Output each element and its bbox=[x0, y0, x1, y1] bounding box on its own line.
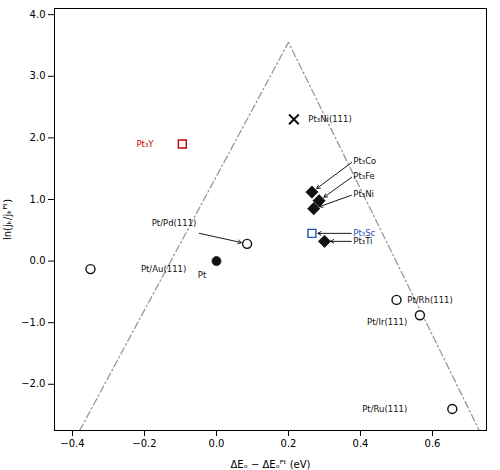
svg-text:Pt/Ir(111): Pt/Ir(111) bbox=[367, 317, 407, 327]
svg-text:Pt₃Fe: Pt₃Fe bbox=[353, 171, 375, 181]
svg-text:ΔEₒ − ΔEₒᴾᵗ (eV): ΔEₒ − ΔEₒᴾᵗ (eV) bbox=[230, 459, 310, 470]
svg-text:4.0: 4.0 bbox=[30, 9, 46, 20]
svg-text:ln(jₖ/jₖᴾᵗ): ln(jₖ/jₖᴾᵗ) bbox=[2, 199, 13, 240]
svg-text:−0.2: −0.2 bbox=[132, 438, 156, 449]
svg-text:−0.4: −0.4 bbox=[60, 438, 84, 449]
svg-text:Pt₃Ti: Pt₃Ti bbox=[353, 236, 372, 246]
svg-text:−1.0: −1.0 bbox=[21, 317, 45, 328]
svg-text:0.0: 0.0 bbox=[209, 438, 225, 449]
svg-text:3.0: 3.0 bbox=[30, 70, 46, 81]
svg-text:Pt/Pd(111): Pt/Pd(111) bbox=[152, 218, 197, 228]
svg-text:Pt: Pt bbox=[198, 270, 207, 280]
svg-text:Pt/Au(111): Pt/Au(111) bbox=[141, 264, 186, 274]
svg-text:0.4: 0.4 bbox=[353, 438, 369, 449]
svg-text:0.2: 0.2 bbox=[281, 438, 297, 449]
svg-text:Pt₃Sc: Pt₃Sc bbox=[353, 228, 376, 239]
svg-text:Pt/Ru(111): Pt/Ru(111) bbox=[362, 404, 407, 414]
svg-text:0.6: 0.6 bbox=[425, 438, 441, 449]
svg-text:0.0: 0.0 bbox=[30, 255, 46, 266]
svg-text:Pt/Rh(111): Pt/Rh(111) bbox=[407, 295, 452, 305]
svg-text:Pt₃Ni(111): Pt₃Ni(111) bbox=[308, 114, 351, 124]
svg-text:−2.0: −2.0 bbox=[21, 378, 45, 389]
svg-text:Pt₃Y: Pt₃Y bbox=[136, 139, 154, 149]
svg-text:Pt₃Ni: Pt₃Ni bbox=[353, 189, 374, 199]
svg-text:Pt₃Co: Pt₃Co bbox=[353, 156, 376, 166]
svg-text:2.0: 2.0 bbox=[30, 132, 46, 143]
svg-text:1.0: 1.0 bbox=[30, 194, 46, 205]
